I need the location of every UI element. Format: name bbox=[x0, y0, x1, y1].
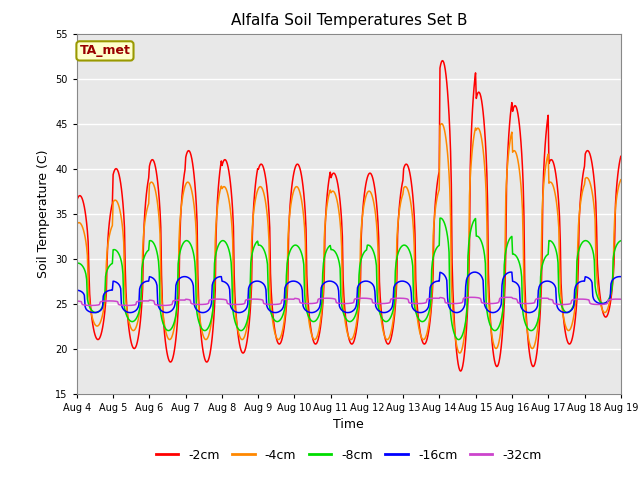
Text: TA_met: TA_met bbox=[79, 44, 131, 58]
-32cm bbox=[504, 294, 512, 300]
Title: Alfalfa Soil Temperatures Set B: Alfalfa Soil Temperatures Set B bbox=[230, 13, 467, 28]
-8cm bbox=[455, 336, 463, 342]
-8cm bbox=[415, 316, 422, 322]
-16cm bbox=[617, 274, 625, 279]
Line: -32cm: -32cm bbox=[77, 297, 621, 305]
-8cm bbox=[431, 250, 438, 255]
-32cm bbox=[140, 298, 147, 304]
-8cm bbox=[139, 261, 147, 266]
-16cm bbox=[194, 308, 202, 314]
-4cm bbox=[438, 121, 445, 127]
-2cm bbox=[617, 154, 625, 159]
-4cm bbox=[456, 350, 463, 356]
-4cm bbox=[83, 244, 90, 250]
-2cm bbox=[83, 220, 90, 226]
Legend: -2cm, -4cm, -8cm, -16cm, -32cm: -2cm, -4cm, -8cm, -16cm, -32cm bbox=[151, 444, 547, 467]
-16cm bbox=[431, 279, 439, 285]
-16cm bbox=[417, 310, 424, 315]
-2cm bbox=[415, 319, 422, 325]
-2cm bbox=[456, 368, 464, 374]
-8cm bbox=[437, 215, 445, 221]
-2cm bbox=[438, 58, 446, 63]
-4cm bbox=[617, 177, 625, 182]
-8cm bbox=[83, 276, 90, 282]
Y-axis label: Soil Temperature (C): Soil Temperature (C) bbox=[36, 149, 50, 278]
-8cm bbox=[73, 260, 81, 266]
-4cm bbox=[194, 294, 202, 300]
-32cm bbox=[431, 295, 439, 301]
Line: -2cm: -2cm bbox=[77, 60, 621, 371]
-4cm bbox=[139, 248, 147, 254]
-4cm bbox=[73, 221, 81, 227]
Line: -4cm: -4cm bbox=[77, 124, 621, 353]
-32cm bbox=[73, 298, 81, 304]
-2cm bbox=[73, 198, 81, 204]
-32cm bbox=[223, 300, 231, 306]
-16cm bbox=[83, 307, 90, 312]
-32cm bbox=[195, 301, 202, 307]
Line: -16cm: -16cm bbox=[77, 272, 621, 312]
-4cm bbox=[223, 187, 230, 193]
-16cm bbox=[471, 269, 479, 275]
-16cm bbox=[223, 280, 230, 286]
X-axis label: Time: Time bbox=[333, 418, 364, 431]
-32cm bbox=[617, 296, 625, 302]
Line: -8cm: -8cm bbox=[77, 218, 621, 339]
-2cm bbox=[139, 286, 147, 292]
-32cm bbox=[83, 302, 90, 308]
-32cm bbox=[416, 300, 424, 306]
-16cm bbox=[139, 280, 147, 286]
-4cm bbox=[415, 324, 422, 330]
-4cm bbox=[431, 212, 438, 218]
-2cm bbox=[431, 209, 438, 215]
-2cm bbox=[194, 272, 202, 277]
-16cm bbox=[415, 310, 422, 315]
-16cm bbox=[73, 287, 81, 293]
-2cm bbox=[223, 159, 230, 165]
-8cm bbox=[617, 238, 625, 244]
-8cm bbox=[223, 241, 230, 247]
-32cm bbox=[87, 302, 95, 308]
-8cm bbox=[194, 315, 202, 321]
